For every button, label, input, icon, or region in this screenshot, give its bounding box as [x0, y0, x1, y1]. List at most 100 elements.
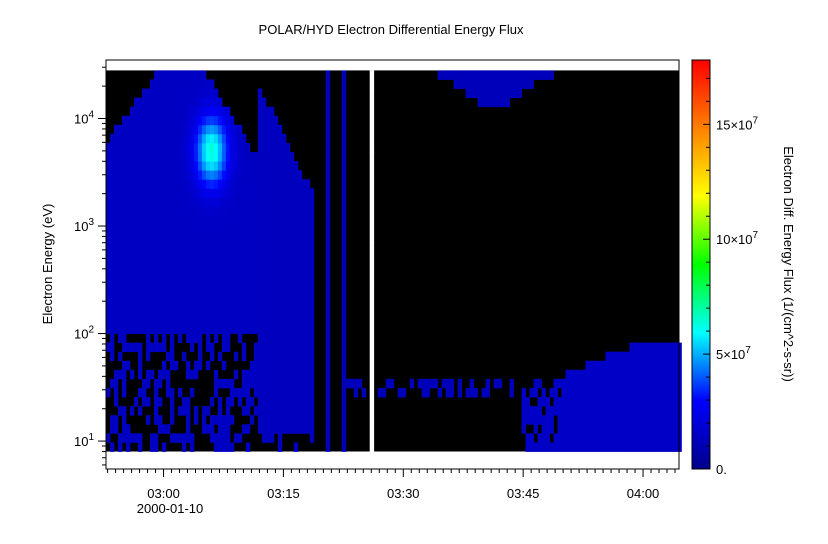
flux-cell	[225, 179, 231, 189]
flux-cell	[509, 79, 514, 89]
flux-cell	[237, 170, 243, 180]
flux-cell	[381, 387, 387, 398]
flux-cell	[449, 378, 455, 389]
flux-cell	[437, 70, 443, 80]
flux-cell	[157, 306, 163, 316]
flux-cell	[229, 415, 235, 425]
flux-cell	[169, 406, 175, 416]
flux-cell	[121, 260, 127, 271]
flux-cell	[233, 197, 239, 207]
flux-cell	[213, 233, 219, 244]
flux-cell	[269, 133, 275, 144]
flux-cell	[613, 378, 618, 389]
flux-cell	[293, 351, 299, 362]
flux-cell	[161, 124, 167, 135]
flux-cell	[209, 433, 215, 443]
flux-cell	[165, 206, 171, 216]
flux-cell	[289, 424, 295, 434]
flux-cell	[673, 397, 678, 407]
flux-cell	[257, 315, 263, 325]
flux-cell	[209, 315, 215, 325]
flux-cell	[125, 424, 131, 434]
flux-cell	[217, 97, 223, 108]
flux-cell	[673, 342, 678, 353]
flux-cell	[397, 387, 403, 398]
flux-cell	[189, 115, 195, 126]
flux-cell	[253, 369, 259, 380]
flux-cell	[297, 387, 303, 398]
flux-cell	[245, 188, 251, 198]
flux-cell	[233, 279, 239, 289]
flux-cell	[233, 251, 239, 262]
flux-cell	[657, 387, 662, 398]
flux-cell	[129, 188, 135, 198]
flux-cell	[229, 297, 235, 307]
flux-cell	[201, 324, 207, 334]
flux-cell	[493, 88, 498, 99]
flux-cell	[161, 360, 167, 371]
flux-cell	[209, 251, 215, 262]
flux-cell	[245, 170, 251, 180]
flux-cell	[125, 297, 131, 307]
flux-cell	[125, 442, 131, 452]
flux-cell	[205, 97, 211, 108]
flux-cell	[145, 143, 151, 153]
flux-cell	[213, 242, 219, 253]
flux-cell	[653, 406, 658, 416]
flux-cell	[265, 197, 271, 207]
flux-cell	[341, 315, 347, 325]
flux-cell	[269, 106, 275, 117]
flux-cell	[305, 270, 311, 280]
flux-cell	[493, 378, 498, 389]
flux-cell	[297, 170, 303, 180]
flux-cell	[593, 442, 598, 452]
flux-cell	[249, 233, 255, 244]
flux-cell	[625, 351, 630, 362]
flux-cell	[169, 124, 175, 135]
flux-cell	[629, 387, 634, 398]
flux-cell	[309, 406, 315, 416]
flux-cell	[201, 224, 207, 235]
flux-cell	[181, 161, 187, 171]
flux-cell	[125, 179, 131, 189]
flux-cell	[181, 188, 187, 198]
flux-cell	[145, 397, 151, 407]
flux-cell	[129, 242, 135, 253]
flux-cell	[273, 242, 279, 253]
flux-cell	[149, 161, 155, 171]
flux-cell	[541, 415, 546, 425]
flux-cell	[193, 79, 199, 89]
flux-cell	[577, 369, 582, 380]
flux-cell	[281, 233, 287, 244]
flux-cell	[185, 115, 191, 126]
flux-cell	[513, 88, 518, 99]
flux-cell	[309, 415, 315, 425]
flux-cell	[193, 152, 199, 162]
flux-cell	[221, 315, 227, 325]
flux-cell	[597, 415, 602, 425]
flux-cell	[565, 442, 570, 452]
flux-cell	[145, 251, 151, 262]
flux-cell	[169, 206, 175, 216]
flux-cell	[241, 242, 247, 253]
flux-cell	[213, 369, 219, 380]
flux-cell	[285, 270, 291, 280]
flux-cell	[537, 397, 542, 407]
flux-cell	[217, 215, 223, 226]
flux-cell	[277, 197, 283, 207]
flux-cell	[253, 315, 259, 325]
flux-cell	[177, 333, 183, 344]
flux-cell	[265, 342, 271, 353]
flux-cell	[197, 270, 203, 280]
flux-cell	[305, 315, 311, 325]
flux-cell	[673, 360, 678, 371]
flux-cell	[121, 342, 127, 353]
flux-cell	[309, 315, 315, 325]
flux-cell	[117, 197, 123, 207]
flux-cell	[181, 442, 187, 452]
flux-cell	[589, 369, 594, 380]
flux-cell	[261, 124, 267, 135]
flux-cell	[589, 378, 594, 389]
flux-cell	[145, 106, 151, 117]
flux-cell	[601, 415, 606, 425]
